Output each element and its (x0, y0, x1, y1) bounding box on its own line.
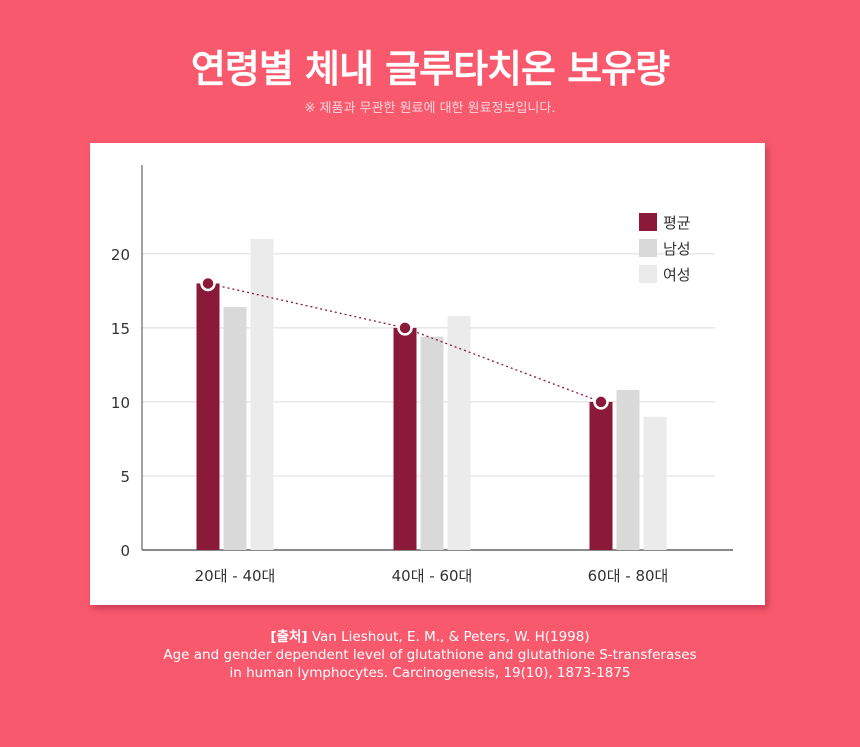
legend-swatch-1 (639, 213, 657, 231)
source-citation: [출처] Van Lieshout, E. M., & Peters, W. H… (0, 628, 860, 682)
page-subtitle: ※ 제품과 무관한 원료에 대한 원료정보입니다. (304, 101, 556, 116)
y-tick-label: 0 (120, 542, 130, 560)
bar-2-2 (420, 336, 444, 550)
bar-1-2 (393, 327, 417, 550)
x-tick-label: 20대 - 40대 (195, 567, 276, 585)
legend-swatch-3 (639, 265, 657, 283)
bar-3-1 (250, 239, 274, 550)
bar-3-3 (643, 416, 667, 550)
legend-label-2: 남성 (663, 240, 691, 258)
legend-label-3: 여성 (663, 266, 691, 284)
y-tick-label: 10 (111, 394, 130, 412)
average-marker-1 (200, 275, 216, 292)
source-authors: Van Lieshout, E. M., & Peters, W. H(1998… (311, 629, 590, 645)
bar-chart: 0 5 10 15 20 20대 - 40대 40대 - 60대 60대 - 80대 평균남성여… (111, 165, 733, 585)
bar-2-3 (616, 390, 640, 550)
bar-2-1 (223, 307, 247, 550)
page-title: 연령별 체내 글루타치온 보유량 (190, 47, 670, 91)
bar-1-3 (589, 401, 613, 550)
source-line-2: Age and gender dependent level of glutat… (163, 647, 697, 663)
source-line-3: in human lymphocytes. Carcinogenesis, 19… (229, 665, 631, 681)
legend-swatch-2 (639, 239, 657, 257)
y-tick-label: 5 (120, 468, 130, 486)
y-tick-label: 15 (111, 320, 130, 338)
bar-3-2 (447, 316, 471, 550)
y-tick-label: 20 (111, 246, 130, 264)
x-tick-label: 40대 - 60대 (392, 567, 473, 585)
x-tick-label: 60대 - 80대 (588, 567, 669, 585)
legend-label-1: 평균 (663, 214, 691, 232)
average-marker-2 (397, 320, 413, 336)
bar-1-1 (196, 283, 220, 550)
source-label: [출처] (270, 629, 308, 645)
average-marker-3 (593, 394, 609, 410)
source-line-1: [출처] Van Lieshout, E. M., & Peters, W. H… (0, 628, 860, 646)
